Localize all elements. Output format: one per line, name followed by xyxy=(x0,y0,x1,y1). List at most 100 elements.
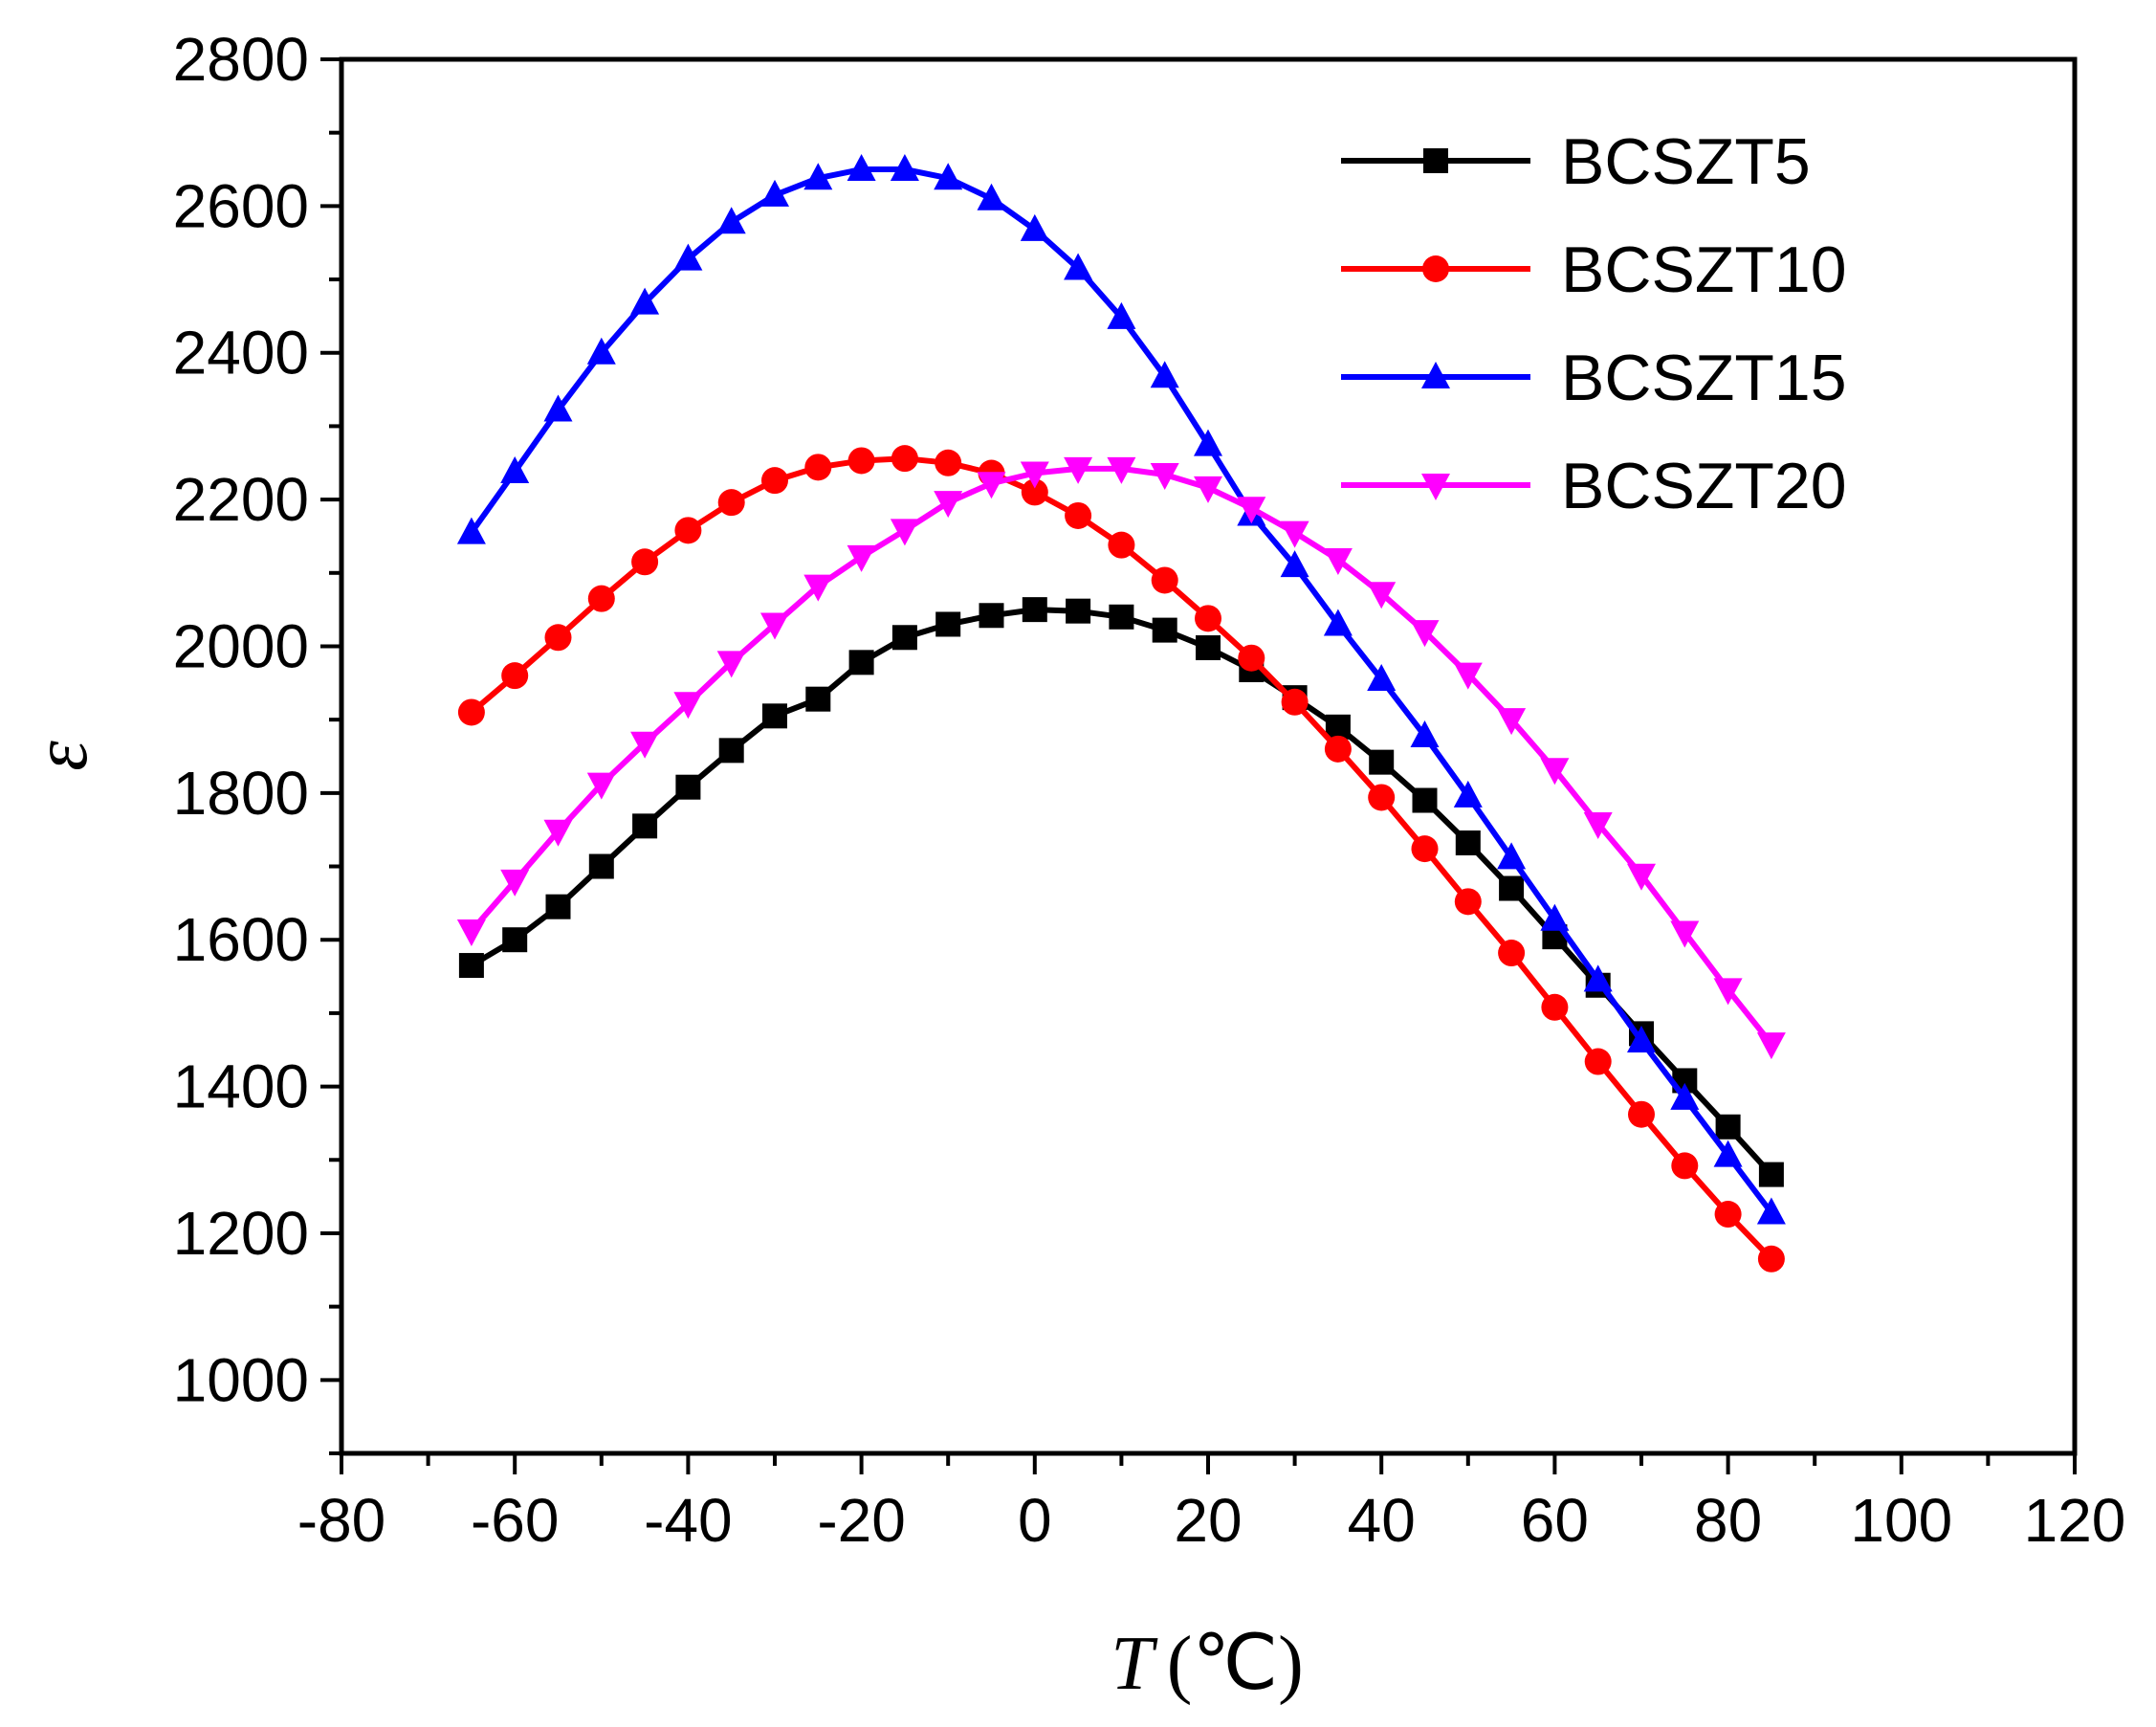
data-point-BCSZT5 xyxy=(935,611,961,637)
data-point-BCSZT20 xyxy=(1540,758,1570,786)
legend-marker xyxy=(1421,474,1450,500)
data-point-BCSZT10 xyxy=(1757,1245,1785,1273)
data-point-BCSZT15 xyxy=(890,154,919,182)
data-point-BCSZT10 xyxy=(1628,1100,1655,1128)
x-tick-label: -60 xyxy=(471,1486,560,1555)
y-tick-label: 2200 xyxy=(173,465,309,534)
data-point-BCSZT5 xyxy=(1022,597,1047,623)
data-point-BCSZT20 xyxy=(934,491,963,519)
data-point-BCSZT5 xyxy=(632,813,658,839)
data-point-BCSZT10 xyxy=(457,698,485,726)
data-point-BCSZT5 xyxy=(1455,830,1481,855)
data-point-BCSZT10 xyxy=(847,447,875,475)
x-tick-label: 20 xyxy=(1174,1486,1242,1555)
y-tick-label: 1400 xyxy=(173,1052,309,1121)
data-point-BCSZT15 xyxy=(716,207,746,234)
data-point-BCSZT10 xyxy=(1454,888,1482,916)
data-point-BCSZT15 xyxy=(1670,1082,1700,1110)
y-tick-label: 2600 xyxy=(173,171,309,240)
series-layer xyxy=(456,154,1786,1273)
data-point-BCSZT5 xyxy=(1066,598,1091,624)
ticks-layer: -80 -60 -40 -20 0 20 40 60 80 100 120 1000 1200 1400 1… xyxy=(173,25,2126,1555)
data-point-BCSZT20 xyxy=(1627,863,1656,891)
data-point-BCSZT20 xyxy=(1713,978,1743,1006)
x-tick-label: 80 xyxy=(1694,1486,1762,1555)
data-point-BCSZT10 xyxy=(1714,1201,1742,1229)
legend-marker xyxy=(1423,148,1448,173)
data-point-BCSZT5 xyxy=(979,603,1004,629)
data-point-BCSZT10 xyxy=(1411,835,1439,863)
data-point-BCSZT15 xyxy=(1583,964,1613,992)
data-point-BCSZT15 xyxy=(847,154,876,182)
data-point-BCSZT15 xyxy=(1410,720,1440,748)
data-point-BCSZT20 xyxy=(1237,497,1266,524)
legend-label: BCSZT10 xyxy=(1561,233,1847,306)
series-BCSZT10 xyxy=(457,445,1785,1273)
data-point-BCSZT10 xyxy=(1238,644,1265,672)
data-point-BCSZT15 xyxy=(1323,609,1353,636)
data-point-BCSZT10 xyxy=(1541,993,1569,1021)
data-point-BCSZT20 xyxy=(1020,461,1049,489)
data-point-BCSZT15 xyxy=(803,163,833,190)
data-point-BCSZT20 xyxy=(456,919,486,947)
data-point-BCSZT20 xyxy=(1410,620,1440,648)
data-point-BCSZT20 xyxy=(673,692,703,720)
legend-item-BCSZT5: BCSZT5 xyxy=(1341,125,1811,198)
data-point-BCSZT10 xyxy=(1065,501,1092,529)
data-point-BCSZT5 xyxy=(1152,617,1177,643)
data-point-BCSZT5 xyxy=(458,953,484,979)
data-point-BCSZT15 xyxy=(1107,301,1136,329)
data-point-BCSZT5 xyxy=(1412,787,1438,813)
x-tick-label: 40 xyxy=(1348,1486,1416,1555)
axis-labels: ε T (℃) xyxy=(19,741,1304,1706)
data-point-BCSZT15 xyxy=(1453,780,1483,808)
data-point-BCSZT10 xyxy=(1584,1048,1612,1075)
x-tick-label: 100 xyxy=(1850,1486,1952,1555)
data-point-BCSZT10 xyxy=(1671,1152,1699,1180)
data-point-BCSZT5 xyxy=(588,853,614,879)
data-point-BCSZT5 xyxy=(1499,875,1525,901)
legend: BCSZT5 BCSZT10 BCSZT15 BCSZT20 xyxy=(1341,125,1847,522)
data-point-BCSZT10 xyxy=(717,489,745,517)
series-BCSZT20 xyxy=(456,456,1786,1060)
data-point-BCSZT5 xyxy=(718,738,744,764)
data-point-BCSZT20 xyxy=(1150,463,1179,491)
data-point-BCSZT20 xyxy=(543,819,573,847)
data-point-BCSZT10 xyxy=(1021,478,1048,506)
data-point-BCSZT10 xyxy=(1498,940,1526,967)
data-point-BCSZT15 xyxy=(1194,429,1222,456)
data-point-BCSZT20 xyxy=(1280,520,1309,548)
y-axis-title: ε xyxy=(19,741,103,771)
series-line-BCSZT5 xyxy=(470,607,1774,1177)
data-point-BCSZT10 xyxy=(674,517,702,544)
data-point-BCSZT15 xyxy=(1540,903,1570,931)
series-line-BCSZT10 xyxy=(469,455,1774,1261)
data-point-BCSZT15 xyxy=(586,337,616,365)
data-point-BCSZT10 xyxy=(1281,688,1309,716)
data-point-BCSZT10 xyxy=(544,624,572,652)
data-point-BCSZT10 xyxy=(1108,531,1135,559)
data-point-BCSZT20 xyxy=(977,472,1006,499)
data-point-BCSZT20 xyxy=(890,519,919,546)
legend-label: BCSZT20 xyxy=(1561,450,1847,522)
data-point-BCSZT10 xyxy=(891,445,918,473)
y-tick-label: 1000 xyxy=(173,1345,309,1414)
data-point-BCSZT20 xyxy=(1497,708,1527,736)
legend-item-BCSZT20: BCSZT20 xyxy=(1341,450,1847,522)
x-axis-title-var: T xyxy=(1111,1622,1158,1706)
data-point-BCSZT20 xyxy=(630,731,660,759)
data-point-BCSZT5 xyxy=(675,774,701,800)
data-point-BCSZT10 xyxy=(501,662,529,690)
data-point-BCSZT15 xyxy=(1150,361,1179,388)
plot-frame xyxy=(339,56,2078,1456)
data-point-BCSZT15 xyxy=(630,287,660,315)
y-tick-label: 1800 xyxy=(173,759,309,828)
data-point-BCSZT5 xyxy=(805,686,831,712)
x-axis-title: T (℃) xyxy=(1111,1622,1304,1706)
data-point-BCSZT15 xyxy=(1280,550,1309,578)
legend-label: BCSZT5 xyxy=(1561,125,1811,198)
data-point-BCSZT20 xyxy=(1107,456,1136,484)
y-tick-label: 2800 xyxy=(173,25,309,94)
data-point-BCSZT15 xyxy=(1497,842,1527,870)
data-point-BCSZT15 xyxy=(456,517,486,544)
